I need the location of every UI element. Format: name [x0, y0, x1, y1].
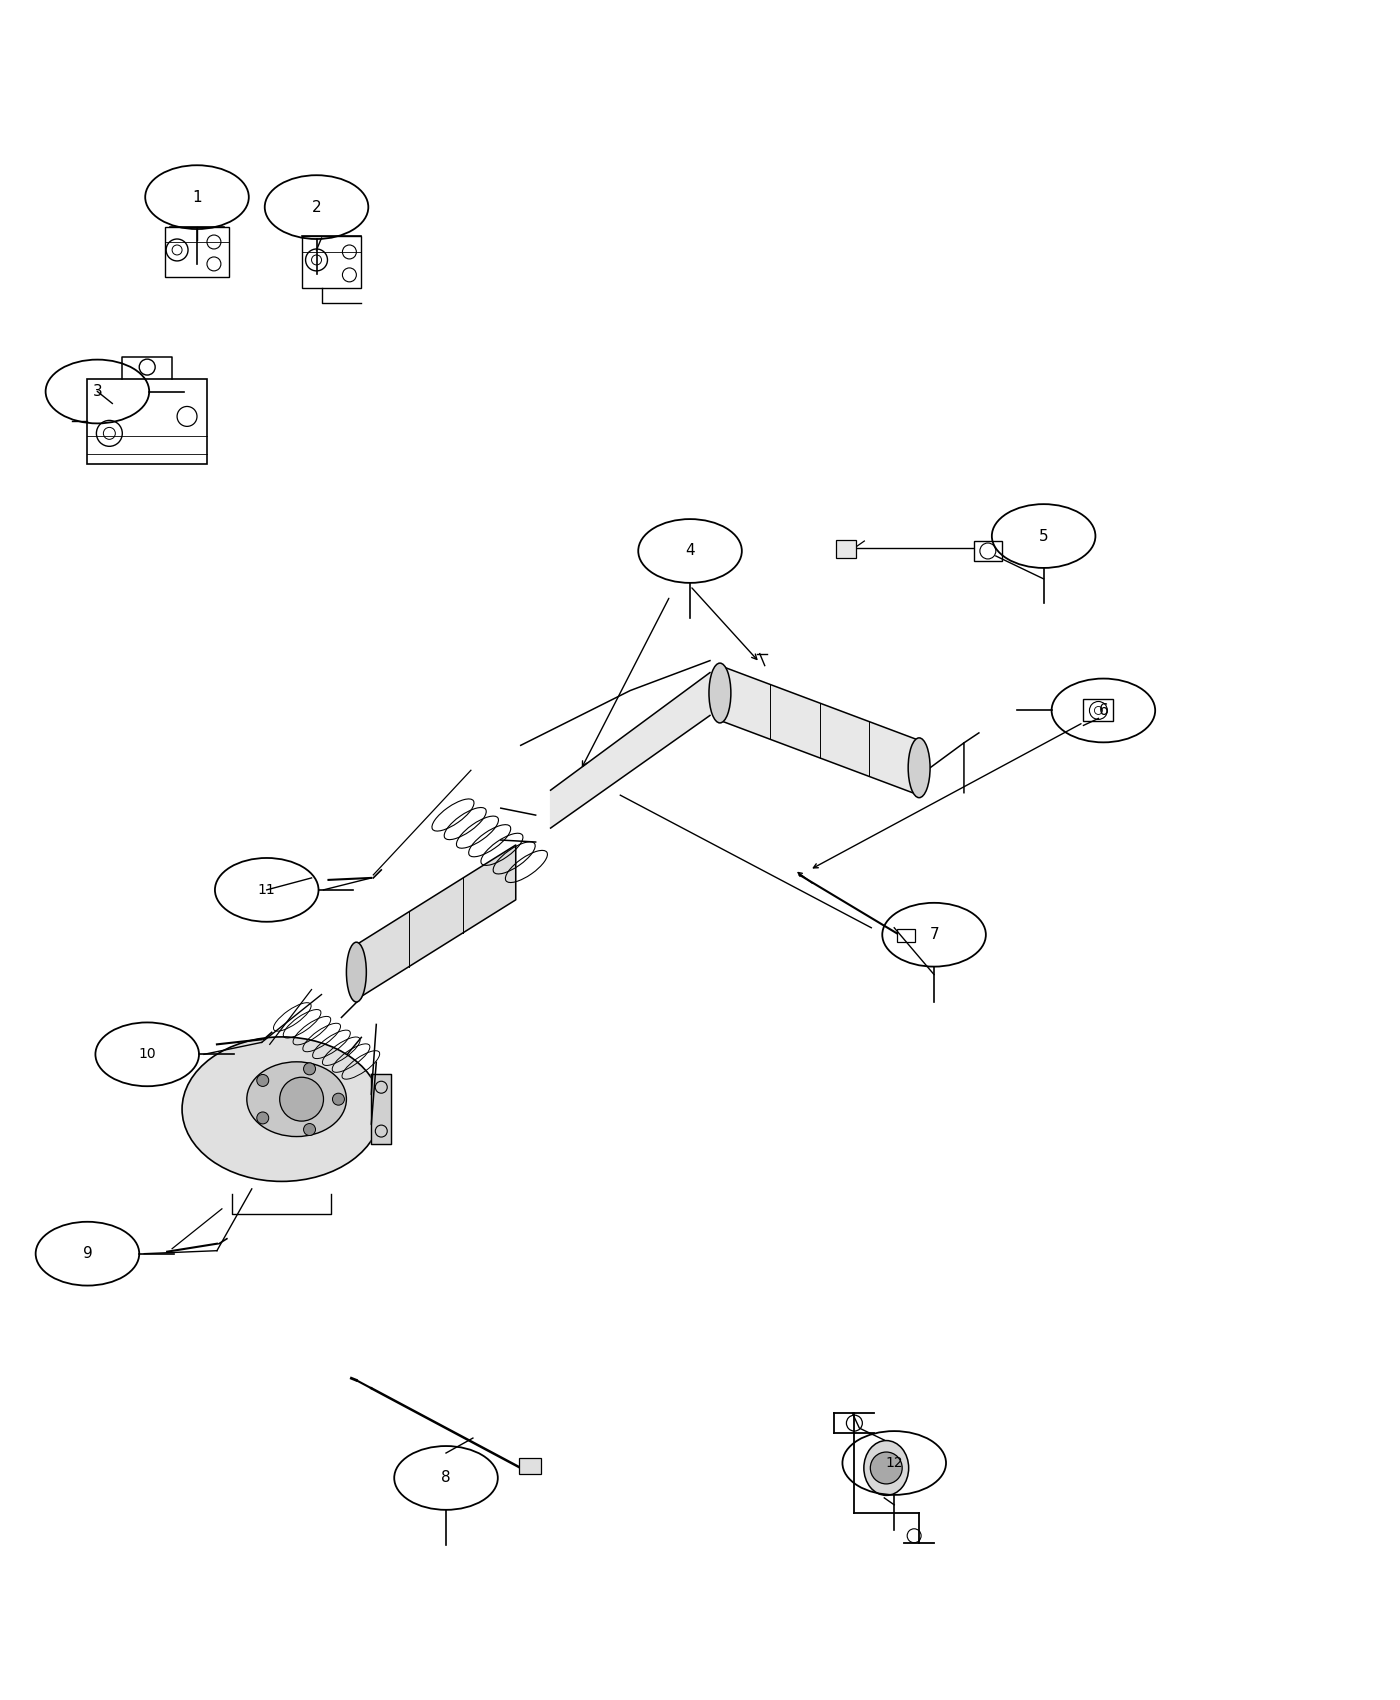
Text: 1: 1: [192, 190, 202, 204]
Circle shape: [304, 1062, 315, 1074]
Text: 9: 9: [83, 1246, 92, 1261]
Bar: [974, 541, 1002, 561]
Text: 8: 8: [441, 1470, 451, 1486]
Text: 3: 3: [92, 384, 102, 399]
Circle shape: [256, 1074, 269, 1086]
Text: 11: 11: [258, 882, 276, 898]
Text: 7: 7: [930, 927, 939, 942]
Text: 10: 10: [139, 1047, 155, 1061]
Circle shape: [871, 1452, 902, 1484]
Bar: [165, 228, 230, 277]
Ellipse shape: [182, 1037, 381, 1182]
Polygon shape: [357, 845, 515, 1000]
Bar: [87, 379, 207, 464]
Text: 4: 4: [685, 544, 694, 559]
Ellipse shape: [708, 663, 731, 722]
Polygon shape: [550, 673, 710, 828]
Text: 12: 12: [885, 1455, 903, 1470]
Polygon shape: [371, 1074, 391, 1144]
Text: 6: 6: [1099, 704, 1109, 717]
Bar: [1084, 699, 1113, 721]
Ellipse shape: [909, 738, 930, 797]
Ellipse shape: [346, 942, 367, 1001]
Text: 2: 2: [312, 199, 322, 214]
Ellipse shape: [864, 1440, 909, 1496]
Circle shape: [304, 1124, 315, 1136]
Bar: [897, 928, 916, 942]
Bar: [519, 1459, 540, 1474]
Bar: [836, 541, 857, 558]
Polygon shape: [720, 666, 920, 796]
Text: 5: 5: [1039, 529, 1049, 544]
Ellipse shape: [246, 1062, 346, 1137]
Circle shape: [256, 1112, 269, 1124]
Bar: [301, 236, 361, 287]
Circle shape: [280, 1078, 323, 1120]
Circle shape: [332, 1093, 344, 1105]
